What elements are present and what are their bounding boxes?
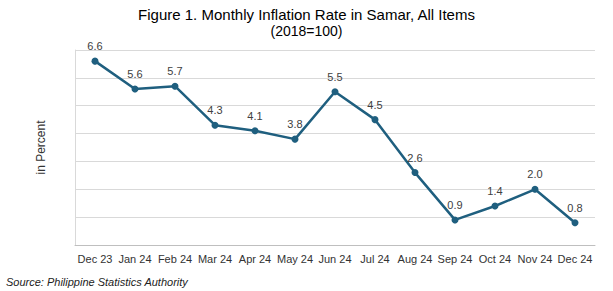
- svg-text:Aug 24: Aug 24: [398, 253, 433, 265]
- svg-text:Feb 24: Feb 24: [158, 253, 192, 265]
- svg-text:Nov 24: Nov 24: [518, 253, 553, 265]
- svg-text:Sep 24: Sep 24: [438, 253, 473, 265]
- svg-text:in Percent: in Percent: [34, 120, 48, 175]
- svg-text:6.6: 6.6: [87, 40, 102, 52]
- svg-text:2.0: 2.0: [527, 168, 542, 180]
- svg-text:Dec 24: Dec 24: [558, 253, 593, 265]
- svg-text:Jan 24: Jan 24: [118, 253, 151, 265]
- svg-text:Mar 24: Mar 24: [198, 253, 232, 265]
- svg-text:Apr 24: Apr 24: [239, 253, 271, 265]
- svg-text:4.5: 4.5: [367, 99, 382, 111]
- svg-text:3.8: 3.8: [287, 118, 302, 130]
- svg-text:(2018=100): (2018=100): [270, 23, 342, 39]
- svg-text:Jun 24: Jun 24: [318, 253, 351, 265]
- svg-text:Source: Philippine Statistics: Source: Philippine Statistics Authority: [6, 276, 189, 288]
- svg-text:4.3: 4.3: [207, 104, 222, 116]
- svg-text:2.6: 2.6: [407, 152, 422, 164]
- svg-text:Figure 1. Monthly Inflation Ra: Figure 1. Monthly Inflation Rate in Sama…: [138, 6, 475, 23]
- svg-text:May 24: May 24: [277, 253, 313, 265]
- svg-text:Dec 23: Dec 23: [78, 253, 113, 265]
- svg-text:1.4: 1.4: [487, 185, 502, 197]
- svg-text:5.7: 5.7: [167, 65, 182, 77]
- svg-text:0.9: 0.9: [447, 199, 462, 211]
- svg-text:0.8: 0.8: [567, 202, 582, 214]
- svg-text:Oct 24: Oct 24: [479, 253, 511, 265]
- svg-text:5.6: 5.6: [127, 68, 142, 80]
- svg-text:5.5: 5.5: [327, 71, 342, 83]
- svg-text:4.1: 4.1: [247, 110, 262, 122]
- svg-text:Jul 24: Jul 24: [360, 253, 389, 265]
